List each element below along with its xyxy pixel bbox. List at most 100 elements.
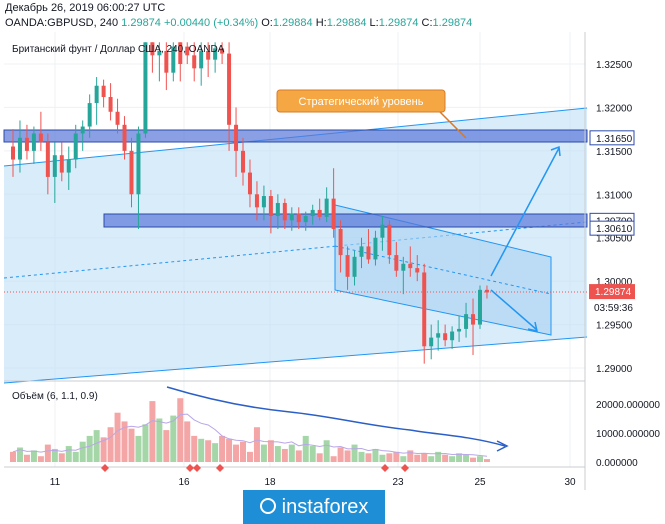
- candle-body: [164, 50, 169, 73]
- volume-bar: [260, 444, 267, 462]
- ohlc-line: OANDA:GBPUSD, 240 1.29874 +0.00440 (+0.3…: [5, 17, 472, 29]
- volume-bar: [267, 440, 274, 462]
- volume-tick-label: 0.000000: [596, 458, 638, 469]
- level-label: 1.30610: [596, 224, 633, 235]
- event-marker[interactable]: [193, 464, 201, 472]
- candle-body: [94, 85, 99, 104]
- volume-bar: [470, 457, 477, 462]
- candle-body: [338, 229, 343, 256]
- candle-body: [108, 97, 113, 112]
- date-tick-label: 23: [392, 477, 404, 488]
- volume-bar: [149, 401, 156, 462]
- volume-bar: [226, 438, 233, 462]
- event-marker[interactable]: [101, 464, 109, 472]
- event-marker[interactable]: [401, 464, 409, 472]
- event-marker[interactable]: [186, 464, 194, 472]
- price-axis[interactable]: 1.32500 1.32000 1.31500 1.31000 1.30500 1.300…: [589, 60, 635, 375]
- candle-body: [129, 150, 134, 195]
- candle-body: [429, 337, 434, 347]
- candle-body: [394, 255, 399, 271]
- volume-bar: [191, 435, 198, 462]
- candle-body: [73, 133, 78, 160]
- volume-bar: [400, 456, 407, 462]
- level-zone-lower: [103, 213, 588, 228]
- time-axis[interactable]: 11 16 18 23 25 30: [50, 477, 576, 488]
- candle-body: [213, 48, 218, 60]
- volume-bar: [435, 451, 442, 462]
- candle-body: [17, 137, 22, 160]
- event-marker[interactable]: [216, 464, 224, 472]
- high-label: H:: [315, 17, 327, 29]
- volume-bar: [449, 456, 456, 462]
- volume-bar: [205, 440, 212, 462]
- candle-body: [31, 133, 36, 151]
- forecast-arrows: [490, 145, 561, 332]
- candle-body: [45, 142, 50, 177]
- volume-bar: [128, 428, 135, 462]
- price-tick-label: 1.31500: [596, 147, 633, 158]
- price-chart[interactable]: Стратегический уровень 1.325001.320001.3…: [0, 32, 665, 490]
- open-value: 1.29884: [272, 17, 313, 29]
- volume-ma-line: [12, 413, 488, 457]
- volume-bar: [240, 441, 247, 462]
- date-tick-label: 25: [474, 477, 486, 488]
- price-change: +0.00440 (+0.34%): [163, 17, 259, 29]
- volume-bar: [281, 448, 288, 462]
- low-value: 1.29874: [378, 17, 419, 29]
- candle-body: [366, 246, 371, 260]
- volume-indicator-label: Объём (6, 1.1, 0.9): [12, 391, 98, 402]
- candle-body: [373, 237, 378, 260]
- volume-bar: [483, 459, 490, 462]
- event-marker[interactable]: [381, 464, 389, 472]
- candle-body: [289, 213, 294, 221]
- candle-body: [254, 194, 259, 208]
- candle-body: [352, 256, 357, 277]
- candle-body: [66, 159, 71, 173]
- big-channel-fill: [4, 108, 587, 383]
- candle-body: [227, 53, 232, 125]
- volume-bar: [156, 418, 163, 462]
- price-tick-label: 1.30500: [596, 234, 633, 245]
- date-tick-label: 11: [50, 477, 61, 488]
- volume-bar: [142, 424, 149, 462]
- candle-body: [380, 224, 385, 238]
- level-label: 1.31650: [596, 134, 633, 145]
- volume-bar: [198, 438, 205, 462]
- volume-bar: [30, 450, 37, 462]
- volume-trend-curve: [166, 386, 506, 447]
- big-channel-mid: [3, 221, 588, 279]
- volume-bar: [393, 451, 400, 462]
- close-value: 1.29874: [432, 17, 473, 29]
- candle-body: [282, 202, 287, 221]
- volume-bar: [358, 451, 365, 462]
- price-tick-label: 1.29000: [596, 364, 633, 375]
- volume-bars: [10, 398, 490, 462]
- candle-body: [408, 263, 413, 269]
- instaforex-logo[interactable]: instaforex: [243, 490, 385, 524]
- volume-bar: [476, 456, 483, 462]
- low-label: L:: [369, 17, 379, 29]
- candle-body: [331, 198, 336, 230]
- candles: [11, 42, 489, 364]
- volume-bar: [51, 448, 58, 462]
- volume-bar: [379, 454, 386, 462]
- countdown-label: 03:59:36: [594, 303, 633, 314]
- volume-axis[interactable]: 20000.000000 10000.000000 0.000000: [596, 400, 660, 469]
- volume-bar: [302, 435, 309, 462]
- candle-body: [220, 48, 225, 54]
- candle-body: [157, 50, 162, 56]
- logo-text: instaforex: [281, 496, 369, 518]
- countdown-badge: [589, 300, 635, 315]
- current-price-badge: [589, 284, 635, 300]
- volume-tick-label: 10000.000000: [596, 429, 660, 440]
- volume-bar: [386, 453, 393, 462]
- candle-body: [122, 124, 127, 151]
- current-price-label: 1.29874: [595, 287, 632, 298]
- volume-bar: [233, 444, 240, 462]
- volume-bar: [121, 421, 128, 462]
- candle-body: [317, 209, 322, 217]
- level-badge: [589, 130, 635, 146]
- volume-bar: [365, 453, 372, 462]
- close-label: C:: [421, 17, 433, 29]
- volume-bar: [135, 435, 142, 462]
